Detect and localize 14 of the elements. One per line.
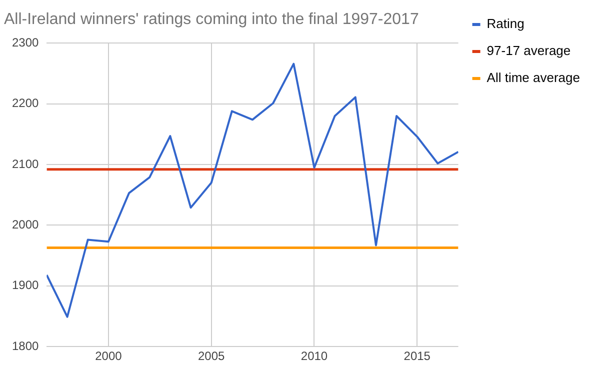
- y-tick-label: 2000: [12, 218, 40, 232]
- y-tick-label: 2200: [12, 96, 40, 110]
- legend-label: 97-17 average: [486, 43, 571, 58]
- x-tick-label: 2000: [95, 349, 122, 364]
- x-tick-label: 2010: [300, 349, 328, 364]
- x-tick-label: 2005: [198, 349, 226, 364]
- legend-label: Rating: [486, 16, 524, 32]
- y-tick-label: 1800: [12, 338, 40, 353]
- legend-label: All time average: [486, 70, 580, 86]
- y-tick-label: 2300: [12, 36, 40, 50]
- y-tick-label: 2100: [12, 156, 40, 171]
- chart-title: All-Ireland winners' ratings coming into the final 1997-2017: [4, 11, 419, 28]
- x-tick-label: 2015: [404, 349, 431, 364]
- y-tick-label: 1900: [12, 278, 40, 292]
